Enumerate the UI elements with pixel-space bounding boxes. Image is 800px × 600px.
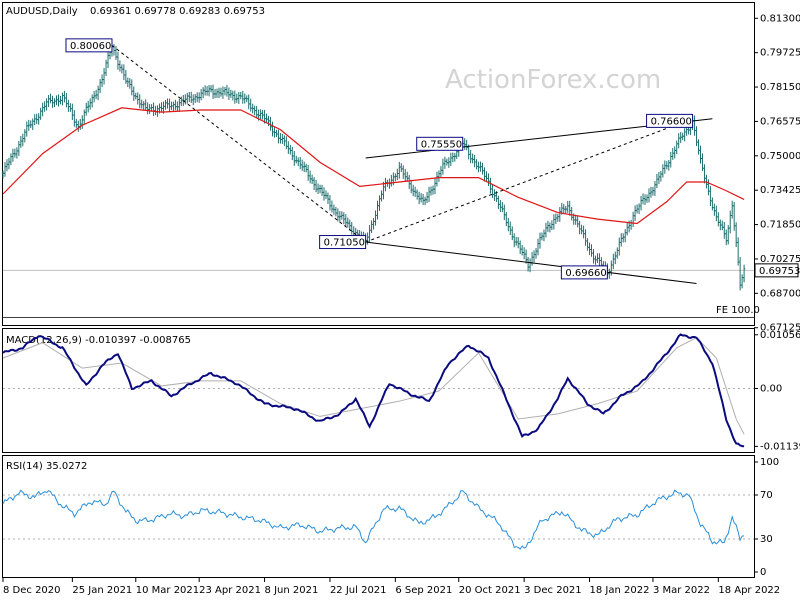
price-annotation-label: 0.76600 <box>651 116 692 127</box>
last-price-tag-label: 0.69753 <box>759 266 800 277</box>
price-annotation-label: 0.75550 <box>421 139 462 150</box>
x-tick-label: 22 Jul 2021 <box>330 585 387 596</box>
price-annotation: 0.76600 <box>646 113 694 128</box>
x-tick-label: 25 Jan 2021 <box>72 585 132 596</box>
price-tick-label: 0.75000 <box>760 151 800 162</box>
price-annotation-label: 0.69660 <box>565 268 606 279</box>
price-tick-label: 0.71850 <box>760 220 800 231</box>
x-tick-label: 18 Jan 2022 <box>590 585 650 596</box>
rsi-line <box>2 489 745 550</box>
x-tick-label: 20 Oct 2021 <box>459 585 521 596</box>
price-tick-label: 0.73425 <box>760 185 800 196</box>
price-tick-label: 0.78150 <box>760 82 800 93</box>
x-tick-label: 3 Mar 2022 <box>653 585 710 596</box>
price-annotation: 0.71050 <box>319 235 367 250</box>
price-tick-label: 0.67125 <box>760 323 800 334</box>
symbol-label: AUDUSD,Daily <box>6 6 78 17</box>
trendline <box>365 241 697 285</box>
rsi-panel <box>2 455 755 578</box>
fe-label: FE 100.0 <box>716 305 760 316</box>
last-price-tag <box>754 263 799 278</box>
rsi-title: RSI(14) 35.0272 <box>6 461 87 472</box>
price-tick-label: 0.70275 <box>760 254 800 265</box>
x-tick-label: 8 Jun 2021 <box>265 585 319 596</box>
x-tick-label: 10 Mar 2021 <box>136 585 199 596</box>
macd-signal-line <box>2 337 745 435</box>
price-tick-label: 0.81300 <box>760 13 800 24</box>
macd-tick-label: 0.010566 <box>760 330 800 341</box>
price-annotation: 0.69660 <box>560 265 608 280</box>
x-tick-label: 3 Dec 2021 <box>524 585 582 596</box>
x-tick-label: 23 Apr 2021 <box>199 585 261 596</box>
macd-line <box>2 333 745 448</box>
macd-title: MACD(12,26,9) -0.010397 -0.008765 <box>6 335 191 346</box>
price-bar <box>742 264 746 283</box>
macd-tick-label: 0.00 <box>760 383 782 394</box>
ohlc-label: 0.69361 0.69778 0.69283 0.69753 <box>90 6 265 17</box>
rsi-tick-label: 0 <box>760 567 766 578</box>
price-annotation-label: 0.80060 <box>70 41 111 52</box>
x-tick-label: 18 Apr 2022 <box>718 585 780 596</box>
price-tick-label: 0.79725 <box>760 48 800 59</box>
moving-average-line <box>2 107 745 225</box>
price-tick-label: 0.68700 <box>760 288 800 299</box>
price-annotation-label: 0.71050 <box>324 238 365 249</box>
watermark: ActionForex.com <box>445 65 661 95</box>
x-tick-label: 6 Sep 2021 <box>395 585 452 596</box>
macd-tick-label: -0.011396 <box>760 441 800 452</box>
price-annotation: 0.80060 <box>65 38 113 53</box>
macd-panel <box>2 328 755 453</box>
price-annotation: 0.75550 <box>416 136 464 151</box>
x-tick-label: 8 Dec 2020 <box>3 585 61 596</box>
price-tick-label: 0.76575 <box>760 116 800 127</box>
rsi-tick-label: 100 <box>760 457 779 468</box>
price-panel <box>2 2 755 326</box>
rsi-tick-label: 70 <box>760 490 773 501</box>
rsi-tick-label: 30 <box>760 534 773 545</box>
